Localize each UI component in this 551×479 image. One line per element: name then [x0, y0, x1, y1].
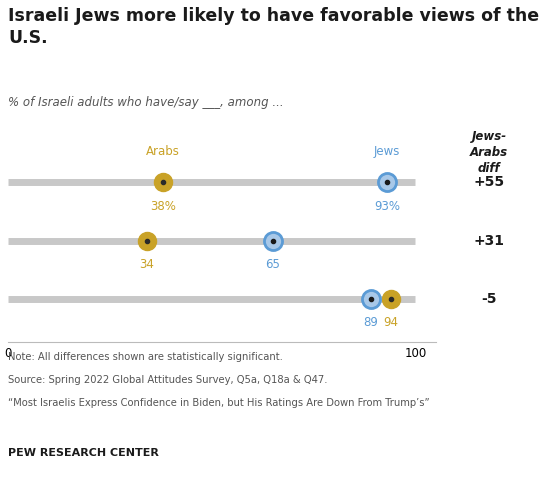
Text: Note: All differences shown are statistically significant.: Note: All differences shown are statisti… — [8, 352, 283, 362]
Text: -5: -5 — [482, 292, 497, 306]
Text: +31: +31 — [474, 234, 505, 248]
Text: Arabs: Arabs — [146, 145, 180, 158]
Text: +55: +55 — [474, 175, 505, 189]
Text: Israeli Jews more likely to have favorable views of the
U.S.: Israeli Jews more likely to have favorab… — [8, 7, 539, 47]
Text: 94: 94 — [383, 316, 398, 329]
Text: Jews: Jews — [374, 145, 400, 158]
Text: Source: Spring 2022 Global Attitudes Survey, Q5a, Q18a & Q47.: Source: Spring 2022 Global Attitudes Sur… — [8, 375, 328, 385]
Text: % of Israeli adults who have/say ___, among ...: % of Israeli adults who have/say ___, am… — [8, 96, 284, 109]
Text: 34: 34 — [139, 258, 154, 271]
Text: 38%: 38% — [150, 200, 176, 213]
Text: 93%: 93% — [374, 200, 400, 213]
Text: PEW RESEARCH CENTER: PEW RESEARCH CENTER — [8, 448, 159, 458]
Text: “Most Israelis Express Confidence in Biden, but His Ratings Are Down From Trump’: “Most Israelis Express Confidence in Bid… — [8, 398, 430, 408]
Text: 65: 65 — [266, 258, 280, 271]
Text: 89: 89 — [363, 316, 378, 329]
Text: Jews-
Arabs
diff: Jews- Arabs diff — [470, 130, 509, 175]
